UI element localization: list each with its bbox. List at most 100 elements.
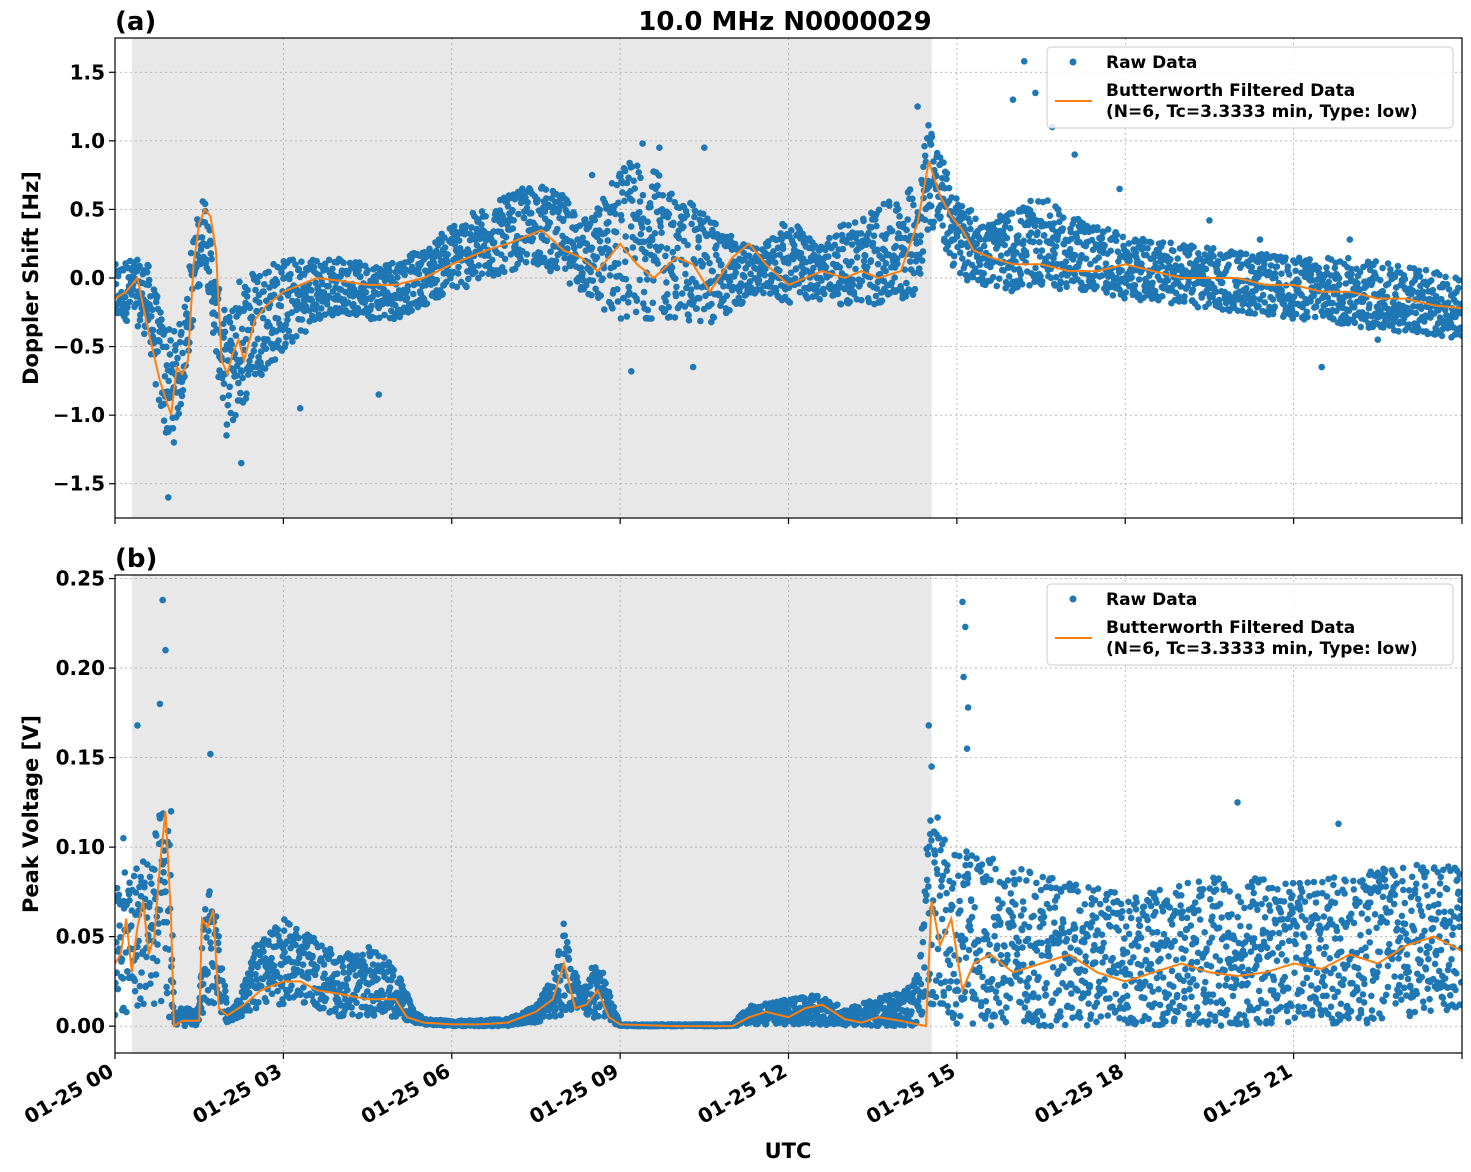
panel-a-raw-point [665,303,672,311]
panel-a-raw-point [1457,324,1462,331]
panel-a-raw-point [1128,274,1135,281]
panel-b-raw-point [344,986,351,994]
panel-a-y-tick-label: −1.5 [53,472,105,496]
panel-a-raw-point [586,220,594,227]
panel-b-raw-point [148,880,155,887]
panel-a-raw-point [340,259,347,267]
panel-a-raw-point [311,316,319,323]
panel-a-raw-point [771,259,779,267]
panel-b-raw-point [127,922,135,929]
panel-b-raw-point [151,889,159,897]
panel-b-raw-point [246,989,253,997]
panel-a-raw-point [1202,265,1210,273]
panel-a-raw-point [958,203,966,210]
panel-a-raw-point [640,288,648,296]
panel-a-raw-point [560,216,567,223]
panel-b-raw-point [281,948,288,956]
panel-a-raw-point [834,290,842,298]
panel-b-raw-point [154,941,161,948]
panel-a-raw-point [1429,286,1437,294]
panel-a-raw-point [628,197,636,204]
panel-a-raw-point [448,235,456,243]
panel-a-raw-point [1420,295,1428,302]
panel-b-raw-point [206,888,213,895]
panel-a-raw-point [1307,271,1315,278]
panel-a-raw-point [1324,294,1332,302]
panel-b-raw-point [276,937,284,945]
panel-b-raw-point [218,965,226,972]
panel-a-raw-point [888,227,896,235]
panel-b-raw-point [119,975,127,982]
panel-b-raw-point [123,1008,130,1016]
panel-a-raw-point [270,291,278,299]
panel-a-raw-point [699,210,707,218]
panel-a-raw-point [1181,293,1188,300]
panel-a-raw-point [143,268,151,276]
panel-a-raw-point [596,206,604,214]
panel-a-raw-point [528,209,535,217]
panel-a-raw-point [921,216,929,224]
panel-b-raw-point [318,942,325,949]
panel-a-raw-point [1032,264,1039,272]
panel-a-raw-point [816,296,824,303]
panel-a-raw-point [663,245,671,252]
panel-b-raw-point [255,999,262,1006]
panel-a-raw-point [285,327,293,335]
panel-a-raw-point [1121,295,1128,302]
panel-a-raw-point [897,286,905,294]
panel-b-raw-point [353,952,361,959]
panel-a-raw-point [843,239,850,246]
panel-a-raw-point [997,252,1005,259]
panel-a-raw-point [141,330,148,338]
panel-b-raw-point [565,947,573,954]
panel-a-raw-point [136,262,143,270]
panel-a-raw-point [976,236,983,243]
panel-a-raw-point [957,269,964,277]
panel-a-raw-point [635,169,642,176]
panel-a-raw-point [687,286,695,293]
panel-b-raw-point [138,969,145,976]
panel-a-raw-point [1006,225,1014,232]
panel-a-raw-point [792,265,800,272]
panel-a-raw-point [250,347,258,355]
panel-b-raw-point [207,939,214,946]
panel-a-raw-point [732,269,740,277]
panel-a-raw-point [916,238,924,246]
panel-a-raw-point [262,345,270,353]
panel-b-raw-point [274,987,281,995]
panel-a-raw-point [796,288,804,296]
panel-a-raw-point [450,222,458,230]
panel-a-raw-point [989,273,997,281]
panel-a-raw-point [640,238,648,246]
panel-a-raw-point [196,282,203,289]
panel-b-raw-point [141,895,149,903]
panel-a-raw-point [430,253,438,261]
panel-a-raw-point [456,245,464,252]
panel-a-raw-point [1094,224,1101,231]
panel-a-raw-point [727,232,735,240]
panel-a-raw-point [840,221,847,229]
panel-a-raw-point [647,203,654,211]
panel-a-raw-point [265,268,273,276]
panel-a-raw-point [223,432,230,439]
panel-a-raw-point [837,301,845,308]
panel-a-raw-point [672,292,680,300]
panel-a-raw-point [1330,315,1337,323]
panel-a-raw-point [857,230,865,237]
panel-a-raw-point [239,374,246,382]
panel-a-raw-point [675,235,683,242]
panel-a-raw-point [682,270,689,278]
panel-a-raw-point [470,263,477,271]
panel-a-raw-point [115,280,120,288]
panel-a-raw-point [1455,277,1462,284]
panel-b-raw-point [595,1012,602,1020]
panel-a-raw-point [133,300,140,307]
panel-b-raw-point [152,971,160,978]
panel-b-raw-point [150,1000,158,1007]
panel-a-raw-point [155,396,163,404]
panel-a-raw-point [1033,247,1040,255]
panel-a-raw-point [1410,265,1418,272]
panel-a-raw-outlier [238,459,245,467]
panel-a-raw-point [601,306,608,313]
